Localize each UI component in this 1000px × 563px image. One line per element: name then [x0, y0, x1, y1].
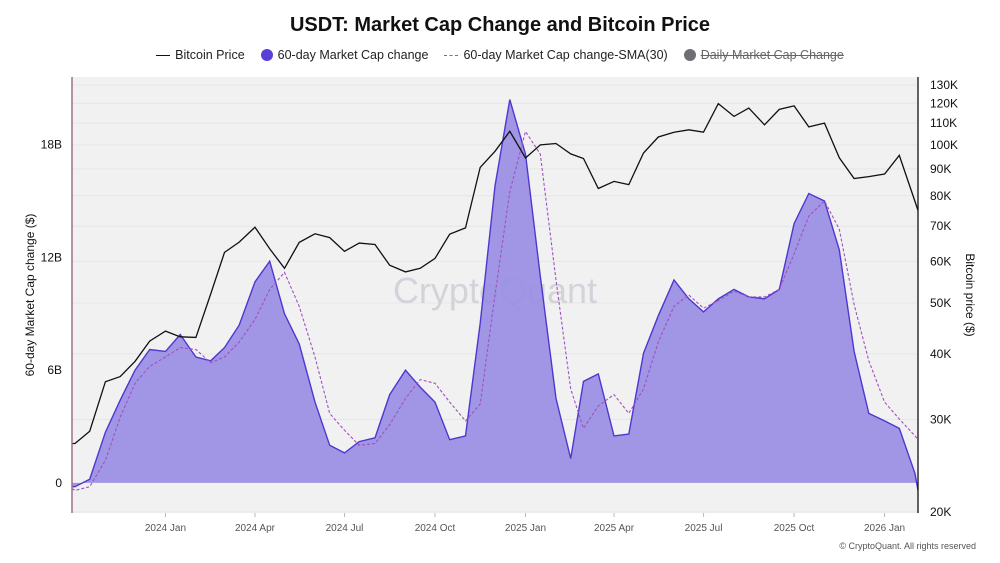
right-tick-label: 110K [930, 116, 957, 130]
legend-item-daily-change[interactable]: Daily Market Cap Change [683, 48, 844, 62]
legend-label: 60-day Market Cap change [277, 48, 429, 62]
x-tick-label: 2025 Oct [774, 523, 815, 534]
legend-label: Bitcoin Price [175, 48, 245, 62]
right-tick-label: 70K [930, 219, 951, 233]
x-tick-label: 2025 Jul [685, 523, 723, 534]
legend-item-bitcoin-price[interactable]: Bitcoin Price [156, 48, 245, 62]
dot-swatch-icon [683, 49, 696, 61]
x-tick-label: 2025 Jan [505, 523, 546, 534]
line-swatch-icon [156, 54, 171, 56]
x-tick-label: 2024 Apr [235, 523, 276, 534]
right-tick-label: 50K [930, 296, 951, 310]
x-axis: 2024 Jan 2024 Apr 2024 Jul 2024 Oct 2025 Jan… [145, 513, 905, 534]
x-tick-label: 2025 Apr [594, 523, 635, 534]
market-cap-change-line [72, 99, 919, 491]
dash-swatch-icon [444, 54, 459, 56]
x-tick-label: 2024 Oct [415, 523, 456, 534]
legend-label: 60-day Market Cap change-SMA(30) [463, 48, 668, 62]
left-axis-label: 60-day Market Cap change ($) [23, 214, 37, 377]
sma-line [71, 130, 919, 491]
right-axis-label: Bitcoin price ($) [963, 253, 977, 336]
legend-label: Daily Market Cap Change [700, 48, 844, 62]
right-tick-label: 90K [930, 162, 951, 176]
left-tick-label: 0 [55, 476, 62, 490]
x-tick-label: 2024 Jul [326, 523, 364, 534]
right-tick-label: 130K [930, 78, 958, 92]
legend-item-sma[interactable]: 60-day Market Cap change-SMA(30) [444, 48, 668, 62]
x-tick-label: 2026 Jan [864, 523, 905, 534]
right-tick-label: 80K [930, 189, 951, 203]
legend: Bitcoin Price 60-day Market Cap change 6… [0, 48, 1000, 62]
right-tick-label: 20K [930, 505, 951, 519]
left-tick-label: 12B [41, 250, 62, 264]
bitcoin-price-line [72, 102, 919, 445]
chart-title: USDT: Market Cap Change and Bitcoin Pric… [289, 14, 711, 36]
right-tick-label: 120K [930, 96, 958, 110]
copyright: © CryptoQuant. All rights reserved [839, 541, 976, 551]
x-tick-label: 2024 Jan [145, 523, 186, 534]
right-y-axis: 20K 30K 40K 50K 60K 70K 80K 90K 100K 110K 120K 130K [930, 78, 958, 519]
legend-item-market-cap-change[interactable]: 60-day Market Cap change [260, 48, 429, 62]
left-tick-label: 18B [41, 138, 62, 152]
right-tick-label: 100K [930, 138, 958, 152]
dot-swatch-icon [260, 49, 273, 61]
right-tick-label: 40K [930, 347, 951, 361]
right-tick-label: 30K [930, 413, 951, 427]
right-tick-label: 60K [930, 254, 951, 268]
left-tick-label: 6B [47, 363, 62, 377]
left-y-axis: 0 6B 12B 18B [41, 138, 63, 490]
